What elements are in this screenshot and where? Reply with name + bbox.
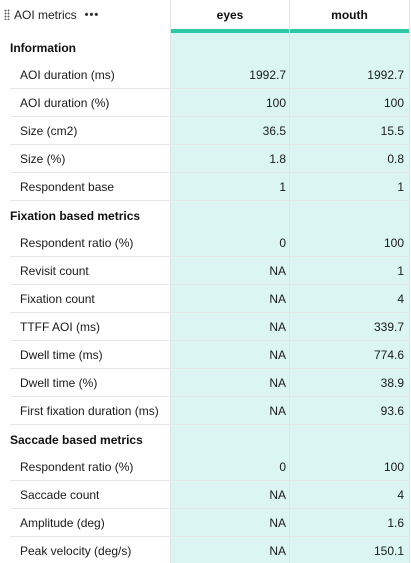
mouth-value-cell: 774.6 bbox=[373, 348, 404, 362]
column-header-mouth[interactable]: mouth bbox=[290, 0, 409, 29]
eyes-value-cell: 0 bbox=[279, 236, 286, 250]
table-row: Saccade count NA 4 bbox=[0, 481, 411, 509]
metric-label: Dwell time (ms) bbox=[20, 348, 103, 362]
column-accent-bar bbox=[171, 29, 289, 33]
mouth-value-cell: 4 bbox=[397, 488, 404, 502]
mouth-value-cell: 100 bbox=[383, 96, 404, 110]
metric-label: Fixation count bbox=[20, 292, 95, 306]
eyes-value-cell: NA bbox=[269, 264, 286, 278]
column-divider bbox=[170, 0, 171, 563]
metric-label: Respondent base bbox=[20, 180, 115, 194]
metric-label: Amplitude (deg) bbox=[20, 516, 105, 530]
eyes-value-cell: 1992.7 bbox=[249, 68, 286, 82]
section-title: Information bbox=[10, 41, 76, 55]
table-row: Amplitude (deg) NA 1.6 bbox=[0, 509, 411, 537]
mouth-value-cell: 100 bbox=[383, 236, 404, 250]
panel-menu: AOI metrics ••• bbox=[0, 0, 170, 29]
eyes-value-cell: NA bbox=[269, 348, 286, 362]
table-row: Revisit count NA 1 bbox=[0, 257, 411, 285]
eyes-value-cell: NA bbox=[269, 292, 286, 306]
eyes-column-background bbox=[171, 0, 289, 563]
table-row: Dwell time (%) NA 38.9 bbox=[0, 369, 411, 397]
mouth-value-cell: 339.7 bbox=[373, 320, 404, 334]
more-options-icon[interactable]: ••• bbox=[84, 8, 100, 21]
panel-title: AOI metrics bbox=[14, 7, 77, 22]
column-header-eyes[interactable]: eyes bbox=[171, 0, 289, 29]
metric-label: AOI duration (ms) bbox=[20, 68, 115, 82]
metric-label: Saccade count bbox=[20, 488, 100, 502]
mouth-value-cell: 4 bbox=[397, 292, 404, 306]
table-row: Respondent base 1 1 bbox=[0, 173, 411, 201]
table-row: Peak velocity (deg/s) NA 150.1 bbox=[0, 537, 411, 563]
mouth-value-cell: 1.6 bbox=[387, 516, 404, 530]
eyes-value-cell: 0 bbox=[279, 460, 286, 474]
metric-label: Peak velocity (deg/s) bbox=[20, 544, 132, 558]
mouth-value-cell: 1 bbox=[397, 180, 404, 194]
section-title: Saccade based metrics bbox=[10, 433, 143, 447]
table-row: Size (cm2) 36.5 15.5 bbox=[0, 117, 411, 145]
metric-label: Size (%) bbox=[20, 152, 66, 166]
section-header: Fixation based metrics bbox=[0, 201, 411, 229]
panel-header: AOI metrics ••• eyes mouth bbox=[0, 0, 411, 33]
metric-label: TTFF AOI (ms) bbox=[20, 320, 100, 334]
eyes-value-cell: NA bbox=[269, 376, 286, 390]
table-row: Size (%) 1.8 0.8 bbox=[0, 145, 411, 173]
section-header: Saccade based metrics bbox=[0, 425, 411, 453]
eyes-value-cell: 1 bbox=[279, 180, 286, 194]
eyes-value-cell: NA bbox=[269, 320, 286, 334]
mouth-value-cell: 100 bbox=[383, 460, 404, 474]
column-accent-bar bbox=[290, 29, 409, 33]
mouth-value-cell: 15.5 bbox=[380, 124, 404, 138]
mouth-value-cell: 1992.7 bbox=[367, 68, 404, 82]
table-row: AOI duration (%) 100 100 bbox=[0, 89, 411, 117]
metric-label: Revisit count bbox=[20, 264, 89, 278]
metric-label: Respondent ratio (%) bbox=[20, 236, 134, 250]
table-row: Respondent ratio (%) 0 100 bbox=[0, 453, 411, 481]
eyes-value-cell: 100 bbox=[265, 96, 286, 110]
eyes-value-cell: NA bbox=[269, 516, 286, 530]
eyes-value-cell: NA bbox=[269, 488, 286, 502]
mouth-value-cell: 150.1 bbox=[373, 544, 404, 558]
table-row: AOI duration (ms) 1992.7 1992.7 bbox=[0, 61, 411, 89]
metric-label: Size (cm2) bbox=[20, 124, 78, 138]
table-row: TTFF AOI (ms) NA 339.7 bbox=[0, 313, 411, 341]
metric-label: Dwell time (%) bbox=[20, 376, 98, 390]
eyes-value-cell: NA bbox=[269, 404, 286, 418]
metric-label: Respondent ratio (%) bbox=[20, 460, 134, 474]
metric-label: First fixation duration (ms) bbox=[20, 404, 159, 418]
table-row: First fixation duration (ms) NA 93.6 bbox=[0, 397, 411, 425]
mouth-value-cell: 1 bbox=[397, 264, 404, 278]
metrics-table: Information AOI duration (ms) 1992.7 1992.7… bbox=[0, 33, 411, 563]
eyes-value-cell: 1.8 bbox=[269, 152, 286, 166]
mouth-value-cell: 93.6 bbox=[380, 404, 404, 418]
column-divider bbox=[289, 0, 290, 563]
metric-label: AOI duration (%) bbox=[20, 96, 110, 110]
eyes-value-cell: NA bbox=[269, 544, 286, 558]
mouth-value-cell: 0.8 bbox=[387, 152, 404, 166]
table-row: Dwell time (ms) NA 774.6 bbox=[0, 341, 411, 369]
mouth-column-background bbox=[290, 0, 409, 563]
eyes-value-cell: 36.5 bbox=[262, 124, 286, 138]
drag-grip-icon[interactable] bbox=[4, 9, 10, 20]
section-title: Fixation based metrics bbox=[10, 209, 141, 223]
mouth-value-cell: 38.9 bbox=[380, 376, 404, 390]
table-row: Fixation count NA 4 bbox=[0, 285, 411, 313]
section-header: Information bbox=[0, 33, 411, 61]
table-row: Respondent ratio (%) 0 100 bbox=[0, 229, 411, 257]
column-divider bbox=[409, 0, 410, 563]
